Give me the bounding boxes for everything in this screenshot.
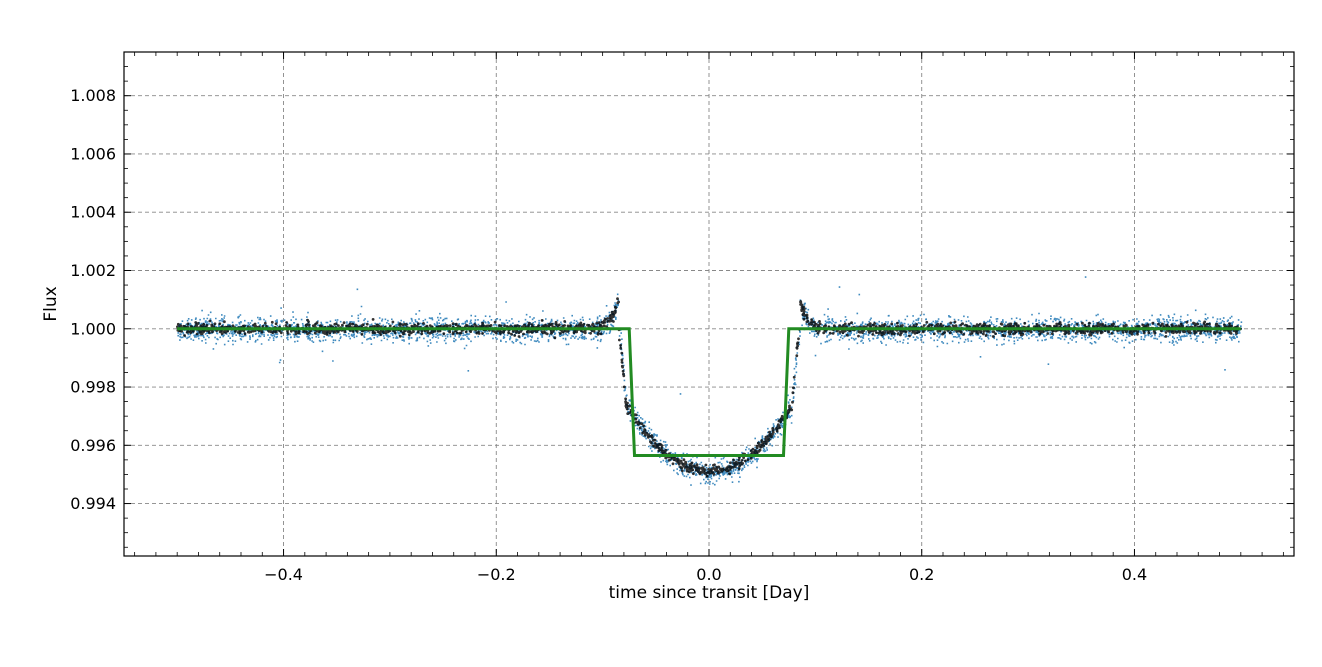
x-tick-label: 0.4	[1122, 565, 1147, 584]
y-tick-label: 0.994	[70, 494, 116, 513]
y-tick-label: 1.004	[70, 203, 116, 222]
x-tick-label: 0.0	[696, 565, 721, 584]
y-tick-label: 1.008	[70, 86, 116, 105]
y-tick-label: 1.000	[70, 319, 116, 338]
x-tick-label: −0.4	[264, 565, 303, 584]
x-tick-label: −0.2	[477, 565, 516, 584]
box-model-line	[177, 327, 1241, 457]
x-tick-label: 0.2	[909, 565, 934, 584]
axis-ticks: −0.4 −0.2 0.0 0.2 0.4 0.994 0.996 0.998 1.000 1.0…	[70, 51, 1294, 584]
y-tick-label: 1.002	[70, 261, 116, 280]
binned-points	[176, 297, 1242, 478]
grid-lines	[124, 52, 1294, 556]
binned-point-cloud	[176, 297, 1242, 478]
x-axis-label: time since transit [Day]	[609, 583, 810, 603]
y-tick-label: 1.006	[70, 144, 116, 163]
transit-model	[177, 327, 1241, 457]
y-axis-label: Flux	[41, 286, 61, 321]
y-tick-label: 0.996	[70, 436, 116, 455]
y-tick-label: 0.998	[70, 378, 116, 397]
